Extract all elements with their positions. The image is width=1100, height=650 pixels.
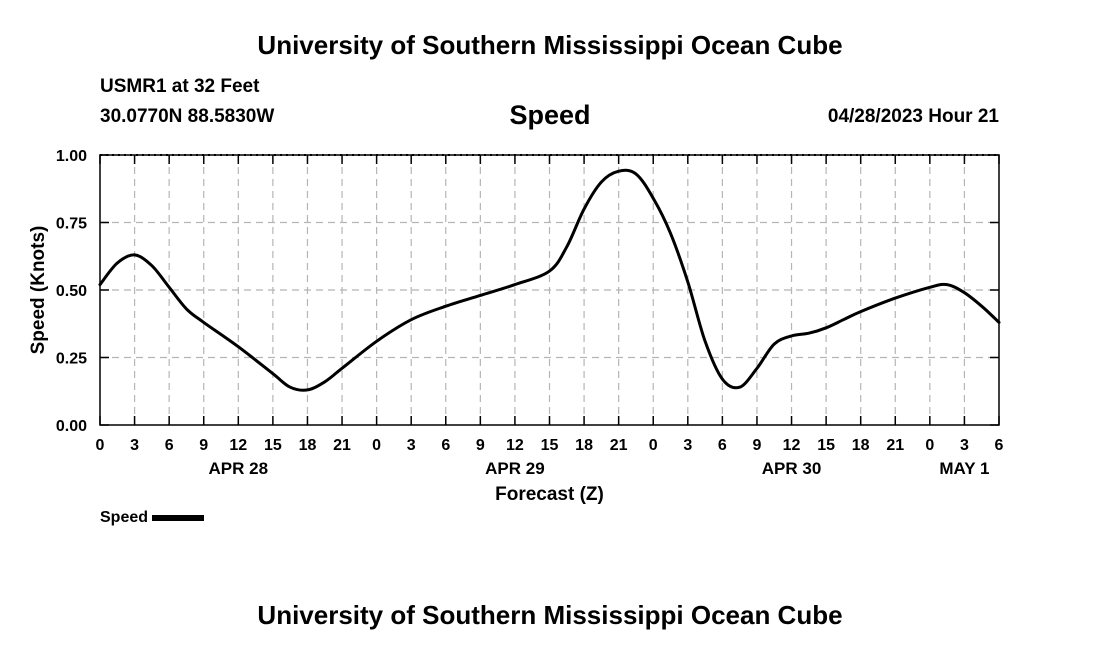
grid-lines — [100, 155, 999, 425]
forecast-datestamp: 04/28/2023 Hour 21 — [827, 106, 999, 127]
page-title: University of Southern Mississippi Ocean… — [257, 30, 843, 60]
series-layer — [98, 168, 1001, 392]
x-tick-label: 21 — [610, 437, 628, 454]
y-tick-label: 0.00 — [56, 418, 87, 435]
x-tick-label: 3 — [960, 437, 969, 454]
x-tick-label: 18 — [852, 437, 870, 454]
x-tick-label: 0 — [649, 437, 658, 454]
date-label: APR 29 — [485, 459, 545, 478]
y-tick-label: 0.25 — [56, 351, 87, 368]
x-tick-label: 0 — [96, 437, 105, 454]
x-tick-label: 6 — [441, 437, 450, 454]
date-label: APR 30 — [762, 459, 822, 478]
x-tick-label: 21 — [333, 437, 351, 454]
x-tick-label: 0 — [372, 437, 381, 454]
x-tick-label: 9 — [476, 437, 485, 454]
legend-label: Speed — [100, 509, 149, 526]
x-tick-label: 12 — [783, 437, 801, 454]
axis-labels: 0 3 6 9 12 15 18 21 0 3 6 9 12 15 18 21 0 3 6 9 12 15 18 21 0 3 6 0… — [56, 148, 1004, 478]
footer-title: University of Southern Mississippi Ocean… — [257, 600, 843, 630]
x-tick-label: 18 — [575, 437, 593, 454]
x-tick-label: 15 — [264, 437, 282, 454]
legend-swatch — [152, 515, 205, 521]
x-tick-label: 0 — [925, 437, 934, 454]
x-tick-label: 6 — [995, 437, 1004, 454]
x-tick-label: 12 — [506, 437, 524, 454]
station-label: USMR1 at 32 Feet — [100, 76, 260, 97]
date-label: APR 28 — [209, 459, 269, 478]
series-line-speed — [98, 168, 1001, 392]
x-tick-label: 9 — [753, 437, 762, 454]
chart-title: Speed — [509, 100, 591, 130]
y-tick-label: 0.75 — [56, 216, 87, 233]
x-axis-title: Forecast (Z) — [495, 484, 604, 505]
x-tick-label: 6 — [718, 437, 727, 454]
coordinates-label: 30.0770N 88.5830W — [100, 106, 275, 127]
x-tick-label: 15 — [817, 437, 835, 454]
x-tick-label: 3 — [407, 437, 416, 454]
y-tick-label: 1.00 — [56, 148, 87, 165]
date-label: MAY 1 — [939, 459, 989, 478]
x-tick-label: 3 — [130, 437, 139, 454]
x-tick-label: 18 — [299, 437, 317, 454]
x-tick-label: 9 — [199, 437, 208, 454]
axis-ticks — [99, 154, 1000, 426]
legend: Speed — [100, 509, 205, 527]
x-tick-label: 21 — [886, 437, 904, 454]
x-tick-label: 6 — [165, 437, 174, 454]
y-tick-label: 0.50 — [56, 283, 87, 300]
x-tick-label: 3 — [683, 437, 692, 454]
x-tick-label: 15 — [541, 437, 559, 454]
x-tick-label: 12 — [229, 437, 247, 454]
y-axis-title: Speed (Knots) — [28, 226, 49, 355]
